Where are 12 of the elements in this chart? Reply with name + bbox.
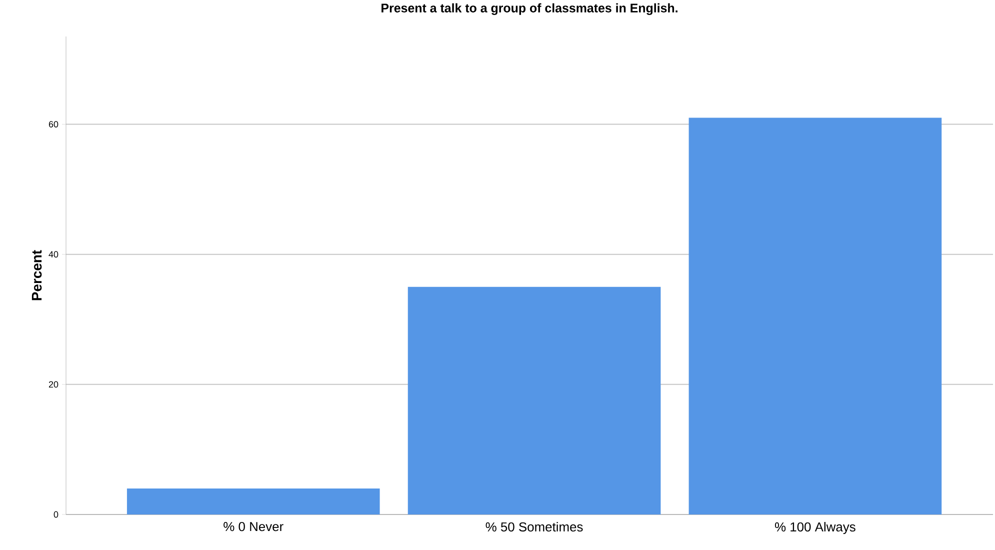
bar: [126, 488, 380, 514]
x-tick-label: % 100 Always: [774, 522, 856, 534]
bar: [688, 118, 942, 514]
y-tick-label: 0: [54, 511, 58, 518]
bar: [408, 286, 661, 514]
chart-title: Present a talk to a group of classmates in English.: [382, 3, 678, 15]
x-tick-label: % 0 Never: [224, 522, 284, 531]
y-tick-label: 20: [48, 380, 58, 388]
y-tick-label: 60: [48, 120, 58, 128]
y-axis-title: Percent: [32, 250, 42, 300]
y-tick-label: 40: [48, 250, 58, 258]
x-tick-label: % 50 Sometimes: [486, 522, 583, 532]
